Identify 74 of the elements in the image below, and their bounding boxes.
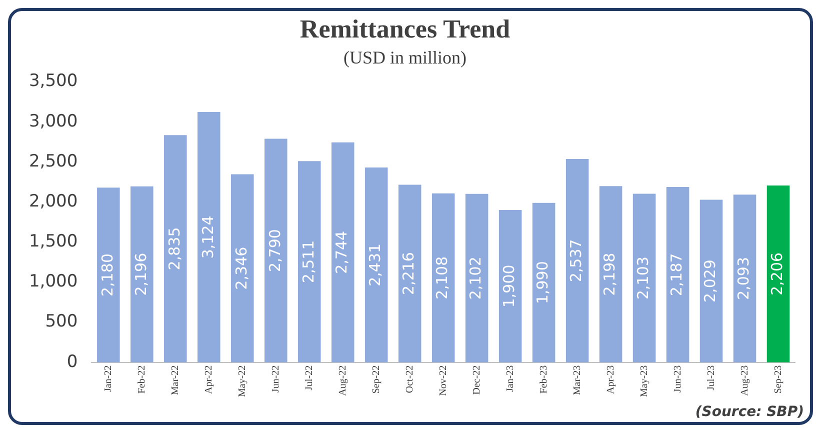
data-label: 2,029 [701,260,720,302]
bar [130,186,154,362]
data-label: 2,103 [634,256,652,300]
x-tick-label: Jul-22 [304,365,315,390]
bar [364,167,388,362]
data-label: 1,900 [500,264,518,308]
y-tick-label: 3,000 [28,111,78,132]
x-tick-label: Jan-22 [103,365,114,392]
data-label: 2,180 [98,253,116,296]
data-label: 2,835 [165,227,184,270]
bar [398,184,422,362]
x-tick-label: Mar-22 [170,365,182,396]
text: (Source: SBP) [695,404,804,420]
x-tick-label: Sep-23 [772,365,784,394]
data-label: 2,790 [266,229,284,272]
y-tick-label: 0 [66,352,78,372]
bar [465,194,488,362]
y-tick-label: 1,500 [28,232,78,252]
bar [532,202,556,362]
bar [566,158,589,362]
data-label: 2,187 [668,253,686,296]
data-label: 2,198 [600,252,619,296]
bar [666,187,690,362]
x-tick-label: Feb-22 [136,365,148,394]
y-tick-label: 500 [45,312,78,332]
x-tick-label: Nov-22 [438,365,449,396]
x-tick-label: Sep-22 [370,365,382,394]
bar [198,112,220,362]
bar [164,135,187,362]
x-tick-label: Jun-23 [672,365,684,393]
data-label: 2,196 [132,252,150,296]
y-tick-label: 2,000 [28,191,78,212]
y-tick-label: 3,500 [28,71,78,92]
bar [700,200,723,362]
data-label: 3,124 [198,216,217,259]
y-tick-label: 1,000 [28,272,78,292]
data-label: 2,206 [768,252,786,296]
bar [264,138,288,362]
x-tick-label: May-23 [638,365,650,398]
bar [230,174,254,362]
bar [298,161,321,362]
x-tick-label: Mar-23 [572,365,583,396]
x-tick-label: Apr-22 [204,365,215,394]
x-tick-label: May-22 [237,365,248,398]
x-tick-label: Aug-23 [739,365,750,396]
chart-subtitle: (USD in million) [343,48,467,68]
data-label: 2,216 [400,252,418,296]
bar [331,142,354,362]
chart-title: Remittances Trend [300,14,511,44]
bar [498,210,522,362]
data-label: 2,093 [734,256,753,300]
x-tick-label: Jan-23 [504,365,516,392]
data-label: 2,744 [332,230,351,274]
data-label: 2,431 [366,243,384,286]
bar [97,188,120,362]
x-tick-label: Jun-22 [270,365,282,393]
bar [599,186,622,362]
x-tick-label: Oct-22 [404,365,416,394]
bar [632,194,656,362]
data-label: 2,108 [433,256,452,300]
bar [766,186,790,362]
data-label: 2,511 [299,240,318,284]
x-tick-label: Aug-22 [337,365,348,396]
x-tick-label: Feb-23 [538,365,550,394]
x-tick-label: Jul-23 [706,365,717,390]
data-label: 1,990 [534,261,552,304]
bar [733,194,756,362]
x-tick-label: Dec-22 [471,365,482,395]
x-tick-label: Apr-23 [605,365,616,394]
data-label: 2,102 [466,256,485,300]
data-label: 2,537 [567,239,586,282]
data-label: 2,346 [232,246,250,290]
bar [432,193,455,362]
y-tick-label: 2,500 [28,151,78,172]
